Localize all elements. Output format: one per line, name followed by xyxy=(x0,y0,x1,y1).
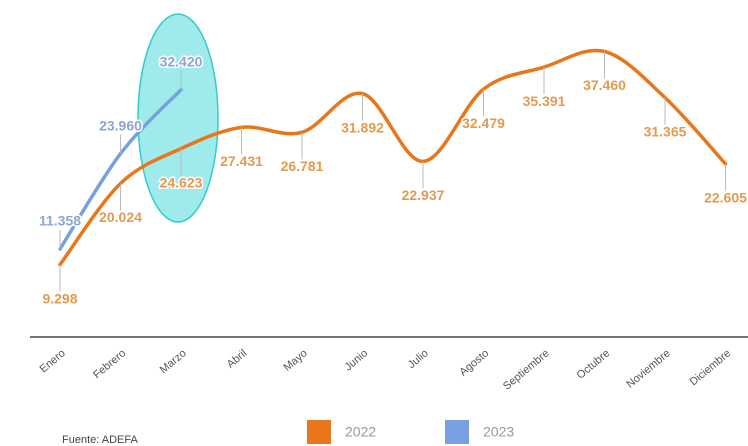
series-line xyxy=(58,48,728,267)
legend-swatch xyxy=(445,420,469,444)
value-label: 26.781 xyxy=(281,158,324,174)
legend-swatch xyxy=(307,420,331,444)
value-label: 11.358 xyxy=(39,213,81,229)
highlight-ellipse xyxy=(137,13,219,223)
value-label: 32.479 xyxy=(462,115,505,131)
x-tick-label: Mayo xyxy=(281,347,309,373)
x-tick-label: Junio xyxy=(342,347,370,373)
value-label: 23.960 xyxy=(99,117,142,133)
value-label: 27.431 xyxy=(220,153,263,169)
series-line xyxy=(58,87,183,251)
x-tick-label: Noviembre xyxy=(624,347,672,390)
value-label: 35.391 xyxy=(523,93,566,109)
value-label: 37.460 xyxy=(583,77,626,93)
value-label: 24.623 xyxy=(160,174,203,190)
x-tick-label: Abril xyxy=(225,347,250,370)
x-tick-label: Agosto xyxy=(457,347,491,378)
value-label: 9.298 xyxy=(42,290,77,306)
x-tick-label: Septiembre xyxy=(501,347,552,392)
value-label: 20.024 xyxy=(99,209,142,225)
x-tick-label: Octubre xyxy=(575,347,613,381)
x-tick-label: Marzo xyxy=(158,347,189,376)
value-label: 22.937 xyxy=(402,187,445,203)
x-tick-label: Enero xyxy=(38,347,68,375)
x-tick-label: Diciembre xyxy=(688,347,734,388)
value-label: 22.605 xyxy=(704,190,747,206)
source: Fuente: ADEFA xyxy=(62,434,138,446)
value-label: 32.420 xyxy=(160,53,203,69)
legend-label: 2023 xyxy=(483,424,514,440)
legend-label: 2022 xyxy=(345,424,376,440)
value-label: 31.892 xyxy=(341,119,384,135)
value-label: 31.365 xyxy=(644,123,687,139)
x-tick-label: Julio xyxy=(406,347,431,371)
x-tick-label: Febrero xyxy=(91,347,128,381)
